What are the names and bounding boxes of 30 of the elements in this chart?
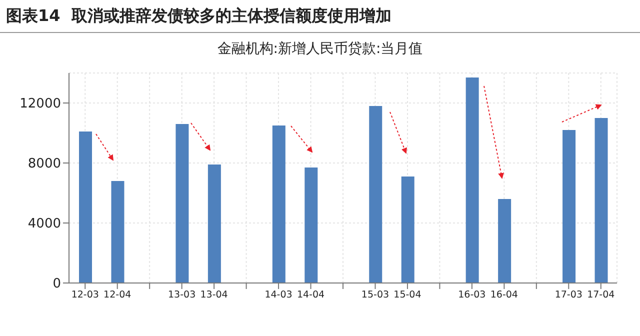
x-tick-label: 13-03 — [168, 290, 196, 301]
x-tick-label: 15-03 — [361, 290, 390, 301]
x-tick-label: 12-04 — [104, 290, 132, 301]
bar — [79, 132, 92, 283]
bar — [208, 164, 221, 283]
x-tick-label: 15-04 — [394, 290, 422, 301]
bar — [176, 124, 189, 283]
x-tick-label: 14-03 — [264, 290, 292, 301]
x-tick-label: 12-03 — [71, 290, 99, 301]
x-tick-label: 16-04 — [490, 290, 518, 301]
chart-subtitle: 金融机构:新增人民币贷款:当月值 — [216, 40, 424, 58]
x-tick-label: 13-04 — [200, 290, 228, 301]
bar — [594, 118, 608, 283]
chart-title: 图表14 取消或推辞发债较多的主体授信额度使用增加 — [6, 6, 392, 27]
bar — [562, 130, 576, 283]
x-tick-label: 16-03 — [458, 290, 486, 301]
bar — [466, 78, 479, 283]
y-tick-label: 4000 — [28, 216, 61, 232]
x-tick-label: 17-04 — [587, 290, 615, 301]
bar — [401, 176, 414, 283]
y-tick-label: 0 — [52, 276, 61, 292]
bar — [369, 106, 382, 283]
y-tick-label: 8000 — [28, 156, 61, 172]
bar — [304, 168, 318, 283]
bar — [498, 199, 512, 283]
y-tick-label: 12000 — [20, 96, 61, 112]
bar — [272, 126, 286, 283]
x-tick-label: 14-04 — [296, 290, 325, 301]
bar — [111, 181, 124, 283]
x-tick-label: 17-03 — [554, 290, 582, 301]
